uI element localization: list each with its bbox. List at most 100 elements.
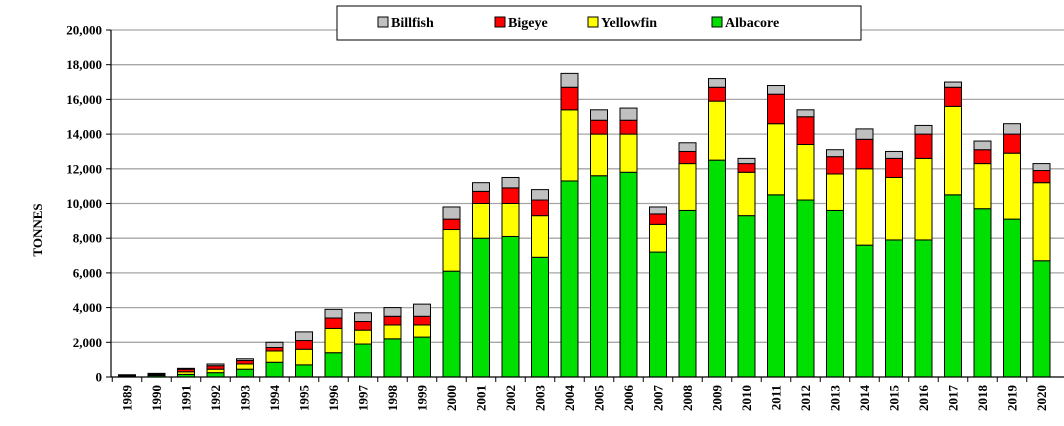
bar-albacore-2020	[1032, 260, 1051, 378]
x-tick-label: 2001	[474, 385, 489, 411]
bar-albacore-2004	[560, 180, 579, 378]
bar-albacore-2012	[796, 199, 815, 378]
x-tick-label: 2007	[651, 385, 666, 412]
bar-billfish-2017	[944, 81, 962, 88]
bar-albacore-2000	[442, 270, 461, 378]
x-tick-label: 2005	[592, 385, 607, 412]
x-tick-label: 2015	[887, 385, 902, 412]
bar-stack-2001	[472, 182, 490, 378]
bar-yellowfin-1993	[236, 363, 254, 370]
bar-albacore-2009	[708, 159, 726, 378]
bar-albacore-2013	[826, 209, 844, 378]
bar-stack-2007	[649, 206, 667, 378]
bar-yellowfin-2020	[1032, 182, 1051, 262]
x-tick-label: 2018	[975, 385, 990, 412]
bar-billfish-1996	[324, 308, 343, 319]
y-tick-label: 4,000	[73, 300, 102, 315]
bar-yellowfin-2006	[619, 133, 638, 173]
legend-swatch-billfish	[377, 16, 389, 28]
bar-albacore-2010	[737, 215, 756, 378]
legend-box	[336, 5, 862, 41]
bar-yellowfin-1992	[206, 368, 225, 374]
bar-albacore-2001	[472, 237, 490, 378]
bar-billfish-2013	[826, 149, 844, 158]
x-tick-label: 1994	[267, 385, 282, 412]
bar-stack-1996	[324, 308, 343, 378]
bar-stack-1995	[295, 331, 313, 378]
x-tick-label: 2000	[444, 385, 459, 411]
bar-bigeye-2011	[767, 93, 785, 125]
bar-stack-1994	[265, 341, 284, 378]
x-tick-label: 2019	[1005, 385, 1020, 412]
y-tick-label: 2,000	[73, 335, 102, 350]
bar-stack-2018	[973, 140, 992, 378]
bar-albacore-2005	[590, 175, 608, 378]
bar-bigeye-2002	[501, 187, 520, 204]
bar-billfish-2007	[649, 206, 667, 215]
bar-albacore-2011	[767, 194, 785, 378]
bar-yellowfin-1995	[295, 348, 313, 366]
bar-stack-2003	[531, 189, 549, 378]
bar-albacore-1992	[206, 372, 225, 378]
bar-stack-1993	[236, 358, 254, 378]
bars	[118, 72, 1051, 378]
x-tick-label: 2011	[769, 385, 784, 410]
y-tick-label: 16,000	[66, 92, 102, 107]
x-tick-label: 1991	[179, 385, 194, 411]
bar-albacore-1996	[324, 352, 343, 378]
bar-bigeye-1994	[265, 347, 284, 352]
bar-billfish-2010	[737, 157, 756, 165]
bar-billfish-2008	[678, 142, 697, 152]
bar-stack-2014	[855, 128, 874, 378]
bar-billfish-1993	[236, 358, 254, 362]
bar-stack-1999	[413, 303, 431, 378]
bar-yellowfin-2002	[501, 203, 520, 237]
bar-albacore-2019	[1003, 218, 1021, 378]
y-tick-label: 18,000	[66, 57, 102, 72]
bar-billfish-1991	[177, 367, 195, 370]
bar-billfish-2009	[708, 78, 726, 88]
bar-stack-2019	[1003, 123, 1021, 378]
y-tick-label: 14,000	[66, 127, 102, 142]
x-tick-label: 2016	[916, 385, 931, 412]
x-tick-label: 2010	[739, 385, 754, 411]
bar-yellowfin-1997	[354, 329, 372, 345]
bar-billfish-1994	[265, 341, 284, 349]
bar-yellowfin-2003	[531, 215, 549, 258]
legend-label-bigeye: Bigeye	[508, 16, 548, 31]
bar-bigeye-1995	[295, 340, 313, 350]
bar-billfish-1990	[147, 372, 166, 375]
bar-billfish-1995	[295, 331, 313, 342]
bar-albacore-2017	[944, 194, 962, 378]
x-tick-label: 2003	[533, 385, 548, 412]
bar-yellowfin-2010	[737, 171, 756, 217]
bar-bigeye-1999	[413, 315, 431, 326]
bar-albacore-2007	[649, 251, 667, 378]
bar-billfish-2000	[442, 206, 461, 220]
bar-bigeye-2004	[560, 86, 579, 111]
bar-stack-2011	[767, 85, 785, 378]
bar-billfish-2001	[472, 182, 490, 192]
bar-stack-2017	[944, 81, 962, 378]
axes	[110, 30, 1064, 378]
bar-bigeye-2005	[590, 119, 608, 135]
bar-yellowfin-2017	[944, 105, 962, 196]
bar-bigeye-2000	[442, 218, 461, 231]
bar-stack-1991	[177, 367, 195, 378]
bar-yellowfin-2013	[826, 173, 844, 211]
bar-stack-2009	[708, 78, 726, 378]
bar-bigeye-2008	[678, 150, 697, 165]
bar-billfish-1999	[413, 303, 431, 317]
bar-bigeye-1996	[324, 317, 343, 329]
x-tick-label: 2017	[946, 385, 961, 412]
bar-albacore-1998	[383, 338, 402, 378]
bar-billfish-2003	[531, 189, 549, 201]
bar-yellowfin-2019	[1003, 152, 1021, 220]
x-tick-label: 1993	[238, 385, 253, 412]
bar-yellowfin-2012	[796, 144, 815, 201]
x-tick-label: 1999	[415, 385, 430, 412]
x-tick-label: 2004	[562, 385, 577, 412]
bar-billfish-2016	[914, 124, 933, 135]
bar-stack-2004	[560, 72, 579, 378]
bar-bigeye-1997	[354, 320, 372, 331]
